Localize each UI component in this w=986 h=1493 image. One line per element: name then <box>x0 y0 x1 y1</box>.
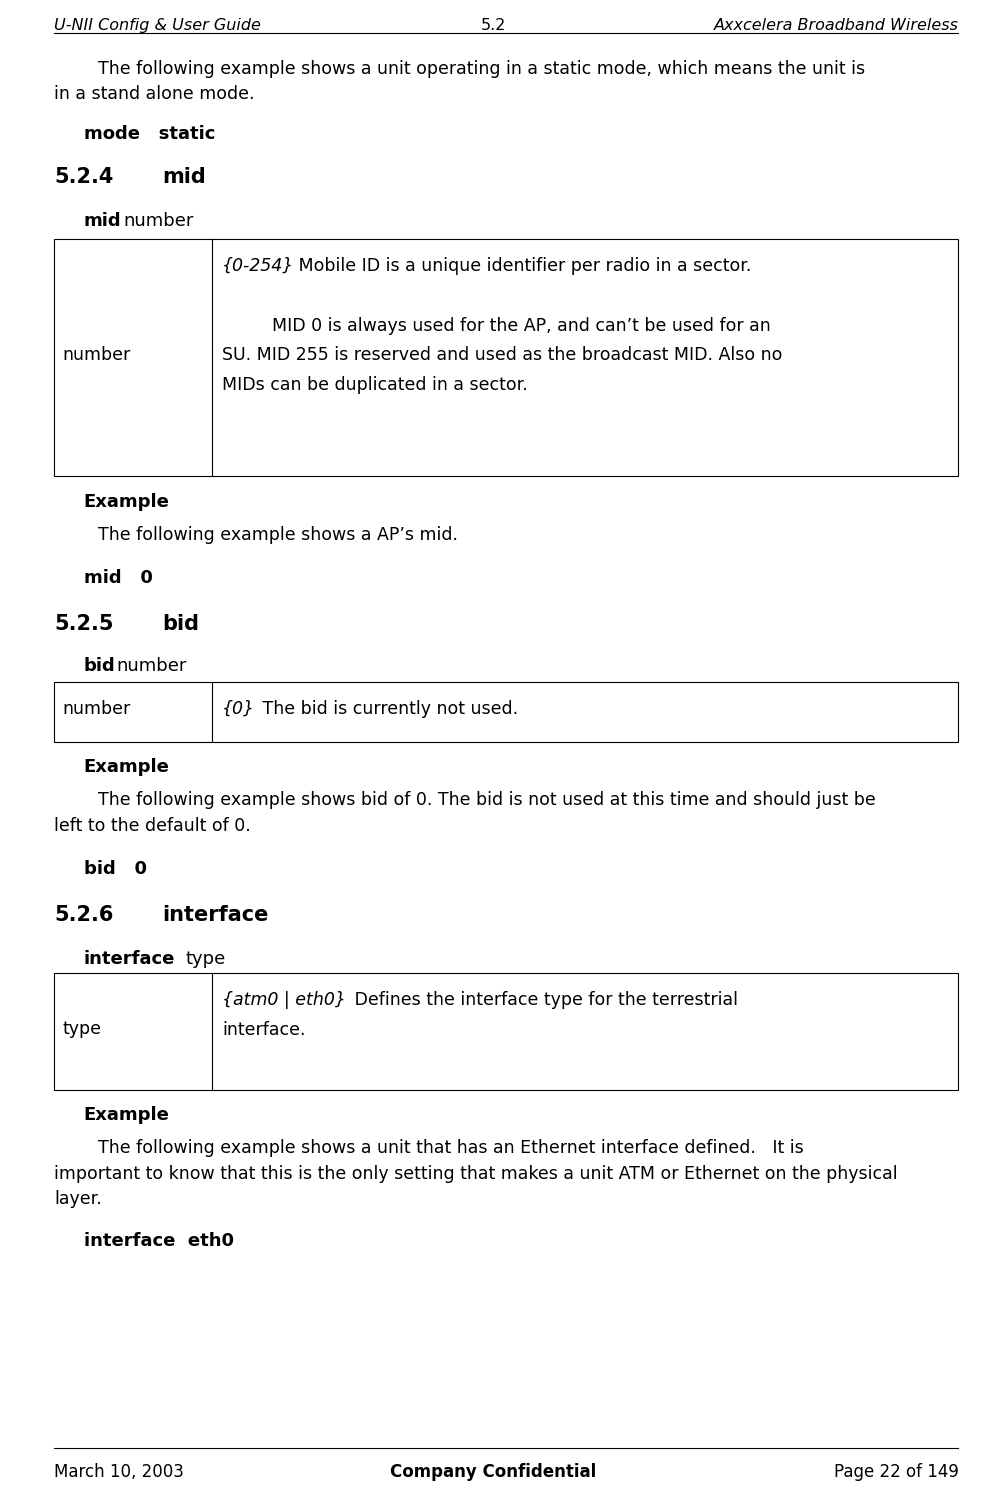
Text: number: number <box>62 345 130 364</box>
Text: The following example shows bid of 0. The bid is not used at this time and shoul: The following example shows bid of 0. Th… <box>54 791 876 809</box>
Text: bid: bid <box>84 657 115 675</box>
Text: {atm0 | eth0}: {atm0 | eth0} <box>222 991 346 1009</box>
Text: Axxcelera Broadband Wireless: Axxcelera Broadband Wireless <box>714 18 958 33</box>
Text: 5.2.5: 5.2.5 <box>54 614 113 633</box>
Text: {0}: {0} <box>222 700 255 718</box>
Text: The bid is currently not used.: The bid is currently not used. <box>256 700 518 718</box>
Text: MIDs can be duplicated in a sector.: MIDs can be duplicated in a sector. <box>222 376 528 394</box>
Text: number: number <box>123 212 193 230</box>
Bar <box>54 239 958 476</box>
Text: bid   0: bid 0 <box>84 860 147 878</box>
Text: March 10, 2003: March 10, 2003 <box>54 1463 184 1481</box>
Text: important to know that this is the only setting that makes a unit ATM or Etherne: important to know that this is the only … <box>54 1165 898 1182</box>
Text: Mobile ID is a unique identifier per radio in a sector.: Mobile ID is a unique identifier per rad… <box>293 257 751 275</box>
Text: type: type <box>62 1020 102 1038</box>
Text: U-NII Config & User Guide: U-NII Config & User Guide <box>54 18 261 33</box>
Text: mode   static: mode static <box>84 125 215 143</box>
Text: {0-254}: {0-254} <box>222 257 295 275</box>
Text: Company Confidential: Company Confidential <box>389 1463 597 1481</box>
Text: in a stand alone mode.: in a stand alone mode. <box>54 85 254 103</box>
Text: 5.2.4: 5.2.4 <box>54 167 113 187</box>
Bar <box>54 682 958 742</box>
Text: bid: bid <box>163 614 200 633</box>
Text: interface: interface <box>84 950 176 967</box>
Text: mid: mid <box>84 212 121 230</box>
Text: MID 0 is always used for the AP, and can’t be used for an: MID 0 is always used for the AP, and can… <box>271 317 770 334</box>
Text: Example: Example <box>84 1106 170 1124</box>
Text: The following example shows a AP’s mid.: The following example shows a AP’s mid. <box>54 526 458 543</box>
Text: Defines the interface type for the terrestrial: Defines the interface type for the terre… <box>348 991 738 1009</box>
Text: interface  eth0: interface eth0 <box>84 1232 234 1250</box>
Text: interface.: interface. <box>222 1021 306 1039</box>
Text: Example: Example <box>84 493 170 511</box>
Text: mid   0: mid 0 <box>84 569 153 587</box>
Text: The following example shows a unit operating in a static mode, which means the u: The following example shows a unit opera… <box>54 60 866 78</box>
Bar <box>54 973 958 1090</box>
Text: interface: interface <box>163 905 269 924</box>
Text: 5.2.6: 5.2.6 <box>54 905 113 924</box>
Text: SU. MID 255 is reserved and used as the broadcast MID. Also no: SU. MID 255 is reserved and used as the … <box>222 346 783 364</box>
Text: The following example shows a unit that has an Ethernet interface defined.   It : The following example shows a unit that … <box>54 1139 804 1157</box>
Text: Example: Example <box>84 758 170 776</box>
Text: left to the default of 0.: left to the default of 0. <box>54 817 251 835</box>
Text: type: type <box>185 950 226 967</box>
Text: Page 22 of 149: Page 22 of 149 <box>833 1463 958 1481</box>
Text: number: number <box>62 700 130 718</box>
Text: mid: mid <box>163 167 206 187</box>
Text: number: number <box>116 657 186 675</box>
Text: layer.: layer. <box>54 1190 102 1208</box>
Text: 5.2: 5.2 <box>480 18 506 33</box>
